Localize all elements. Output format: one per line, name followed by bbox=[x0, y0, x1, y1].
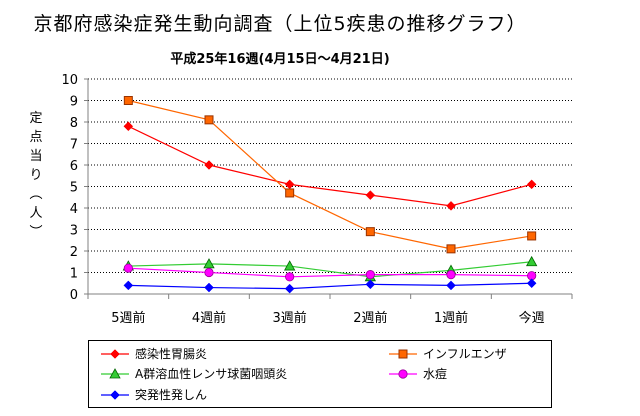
data-point bbox=[123, 263, 133, 273]
data-point bbox=[446, 280, 456, 291]
data-point bbox=[285, 272, 295, 282]
y-tick-label: 0 bbox=[70, 288, 78, 303]
chart-subtitle: 平成25年16週(4月15日～4月21日) bbox=[170, 52, 390, 67]
data-point bbox=[284, 283, 295, 294]
line-chart: 定点当り︵人︶ 0 1 2 3 4 5 6 7 8 9 10 5週前 4週前 3週前 2週前 1週前 今週 bbox=[29, 73, 573, 326]
legend-label: 突発性発しん bbox=[135, 388, 208, 402]
data-point bbox=[284, 179, 295, 190]
data-point bbox=[525, 255, 538, 267]
data-point bbox=[527, 231, 537, 241]
x-tick-label: 今週 bbox=[519, 310, 545, 326]
data-point bbox=[204, 160, 214, 170]
legend-swatch bbox=[389, 349, 417, 358]
legend-swatch bbox=[101, 389, 129, 400]
data-point bbox=[204, 282, 214, 293]
legend-entry: 感染性胃腸炎 bbox=[101, 345, 207, 362]
y-axis-label: 定点当り︵人︶ bbox=[29, 111, 42, 240]
data-point bbox=[285, 188, 295, 198]
data-point bbox=[446, 244, 456, 254]
data-point bbox=[365, 270, 375, 280]
data-point bbox=[283, 260, 296, 271]
data-point bbox=[365, 279, 376, 290]
legend-swatch bbox=[101, 367, 129, 378]
y-tick-label: 9 bbox=[70, 95, 78, 110]
data-point bbox=[123, 280, 134, 291]
data-point bbox=[446, 270, 456, 280]
series-line-1 bbox=[128, 125, 532, 207]
legend-entry: A群溶血性レンサ球菌咽頭炎 bbox=[101, 365, 287, 382]
legend-marker bbox=[398, 349, 408, 358]
legend-entry: 突発性発しん bbox=[101, 386, 207, 403]
legend-label: 感染性胃腸炎 bbox=[135, 347, 208, 361]
legend-entry: インフルエンザ bbox=[389, 345, 507, 362]
data-point bbox=[203, 258, 215, 269]
legend-marker bbox=[110, 348, 120, 359]
data-point bbox=[204, 115, 214, 125]
data-point bbox=[526, 278, 537, 289]
series-line-3 bbox=[128, 261, 532, 278]
data-point bbox=[123, 96, 133, 105]
legend-label: インフルエンザ bbox=[423, 347, 507, 361]
chart-legend: 感染性胃腸炎 インフルエンザ A群溶血性レンサ球菌咽頭炎 水痘突発性発しん bbox=[88, 340, 552, 408]
y-tick-label: 5 bbox=[70, 181, 78, 196]
series-line-5 bbox=[128, 282, 532, 290]
legend-marker bbox=[398, 368, 408, 379]
y-tick-label: 7 bbox=[70, 138, 78, 153]
y-tick-label: 6 bbox=[70, 159, 78, 174]
chart-title: 京都府感染症発生動向調査（上位5疾患の推移グラフ） bbox=[33, 13, 527, 35]
x-tick-label: 2週前 bbox=[353, 310, 387, 326]
legend-swatch bbox=[101, 348, 129, 359]
y-tick-label: 2 bbox=[70, 245, 78, 260]
x-tick-label: 4週前 bbox=[192, 310, 226, 326]
x-tick-label: 3週前 bbox=[273, 310, 307, 326]
x-tick-label: 1週前 bbox=[434, 310, 468, 326]
y-tick-label: 10 bbox=[61, 73, 78, 88]
y-tick-label: 3 bbox=[70, 224, 78, 239]
data-point bbox=[365, 227, 375, 237]
legend-entry: 水痘 bbox=[389, 365, 447, 382]
data-point bbox=[526, 179, 537, 190]
legend-label: A群溶血性レンサ球菌咽頭炎 bbox=[135, 367, 288, 381]
data-point bbox=[446, 200, 456, 211]
legend-label: 水痘 bbox=[423, 367, 448, 381]
legend-swatch bbox=[389, 368, 417, 379]
series-line-2 bbox=[128, 99, 532, 250]
legend-marker bbox=[109, 367, 121, 378]
y-tick-label: 1 bbox=[70, 267, 78, 282]
y-tick-label: 4 bbox=[70, 202, 78, 217]
data-point bbox=[204, 267, 214, 278]
series-line-4 bbox=[128, 267, 532, 278]
legend-marker bbox=[110, 389, 120, 400]
y-tick-label: 8 bbox=[70, 116, 78, 131]
x-tick-label: 5週前 bbox=[111, 310, 145, 326]
data-point bbox=[123, 121, 134, 132]
data-point bbox=[365, 190, 376, 200]
